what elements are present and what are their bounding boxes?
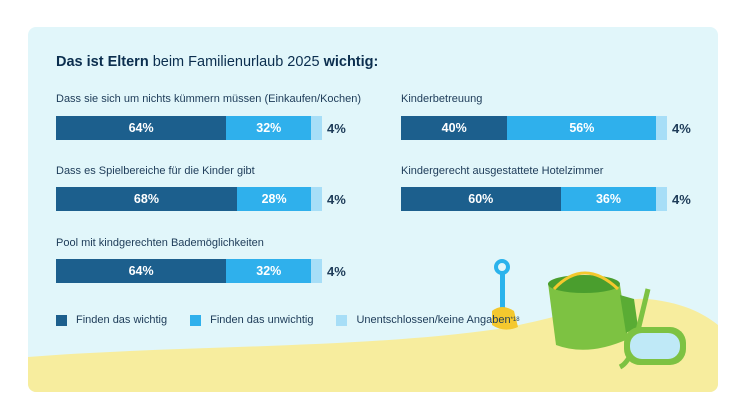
data-label-outside: 4% [327,264,346,279]
bar-segment-unwichtig: 32% [226,259,312,283]
legend-label: Finden das wichtig [76,314,168,326]
legend-item-unwichtig: Finden das unwichtig [190,314,313,326]
shovel-icon [492,259,518,330]
stacked-bar: 64% 32% [56,259,322,283]
stacked-bar: 40% 56% [401,116,667,140]
beach-illustration [28,259,718,392]
category-label: Kinderbetreuung [401,93,483,105]
data-label: 36% [595,192,621,206]
legend-item-wichtig: Finden das wichtig [56,314,167,326]
bar-segment-wichtig: 40% [401,116,508,140]
category-label: Dass sie sich um nichts kümmern müssen (… [56,93,362,105]
data-label-outside: 4% [327,192,346,207]
legend-swatch [56,314,67,326]
stacked-bar: 60% 36% [401,187,667,211]
data-label: 64% [128,121,154,135]
data-label: 28% [261,192,287,206]
legend-label: Finden das unwichtig [210,314,314,326]
title-part-strong-end: wichtig: [323,54,379,70]
bar-segment-wichtig: 60% [401,187,561,211]
bar-segment-unwichtig: 28% [236,187,312,211]
stacked-bar: 64% 32% [56,116,322,140]
category-label: Dass es Spielbereiche für die Kinder gib… [56,165,255,177]
data-label: 32% [256,264,282,278]
legend-label: Unentschlossen/keine Angaben [356,314,511,326]
data-label-outside: 4% [327,121,346,136]
bar-segment-unwichtig: 32% [226,116,312,140]
bar-segment-unentschlossen [311,116,322,140]
category-label: Pool mit kindgerechten Bademöglichkeiten [56,237,264,249]
bar-segment-unentschlossen [656,187,667,211]
chart-card: Das ist Eltern beim Familienurlaub 2025 … [28,27,718,392]
bar-segment-unwichtig: 56% [507,116,657,140]
legend-swatch [190,314,202,326]
bar-segment-unentschlossen [656,116,667,140]
data-label: 56% [569,121,595,135]
data-label: 32% [256,121,282,135]
data-label-outside: 4% [672,192,691,207]
legend-swatch [336,314,348,326]
title-part-light: beim Familienurlaub 2025 [148,54,324,70]
legend-footnote: *18 [510,317,520,323]
bar-segment-wichtig: 64% [56,116,227,140]
bar-segment-unentschlossen [311,187,322,211]
bucket-icon [548,271,638,350]
data-label: 68% [133,192,159,206]
bar-segment-wichtig: 68% [56,187,237,211]
data-label-outside: 4% [672,121,691,136]
chart-title: Das ist Eltern beim Familienurlaub 2025 … [56,54,378,70]
data-label: 64% [128,264,154,278]
data-label: 60% [468,192,494,206]
snorkel-mask-icon [618,288,686,370]
stacked-bar: 68% 28% [56,187,322,211]
bar-segment-unwichtig: 36% [560,187,657,211]
data-label: 40% [441,121,467,135]
legend-item-unentschlossen: Unentschlossen/keine Angaben *18 [336,314,520,326]
legend: Finden das wichtig Finden das unwichtig … [56,314,543,326]
category-label: Kindergerecht ausgestattete Hotelzimmer [401,165,604,177]
title-part-strong: Das ist Eltern [56,54,149,70]
bar-segment-wichtig: 64% [56,259,227,283]
bar-segment-unentschlossen [311,259,322,283]
